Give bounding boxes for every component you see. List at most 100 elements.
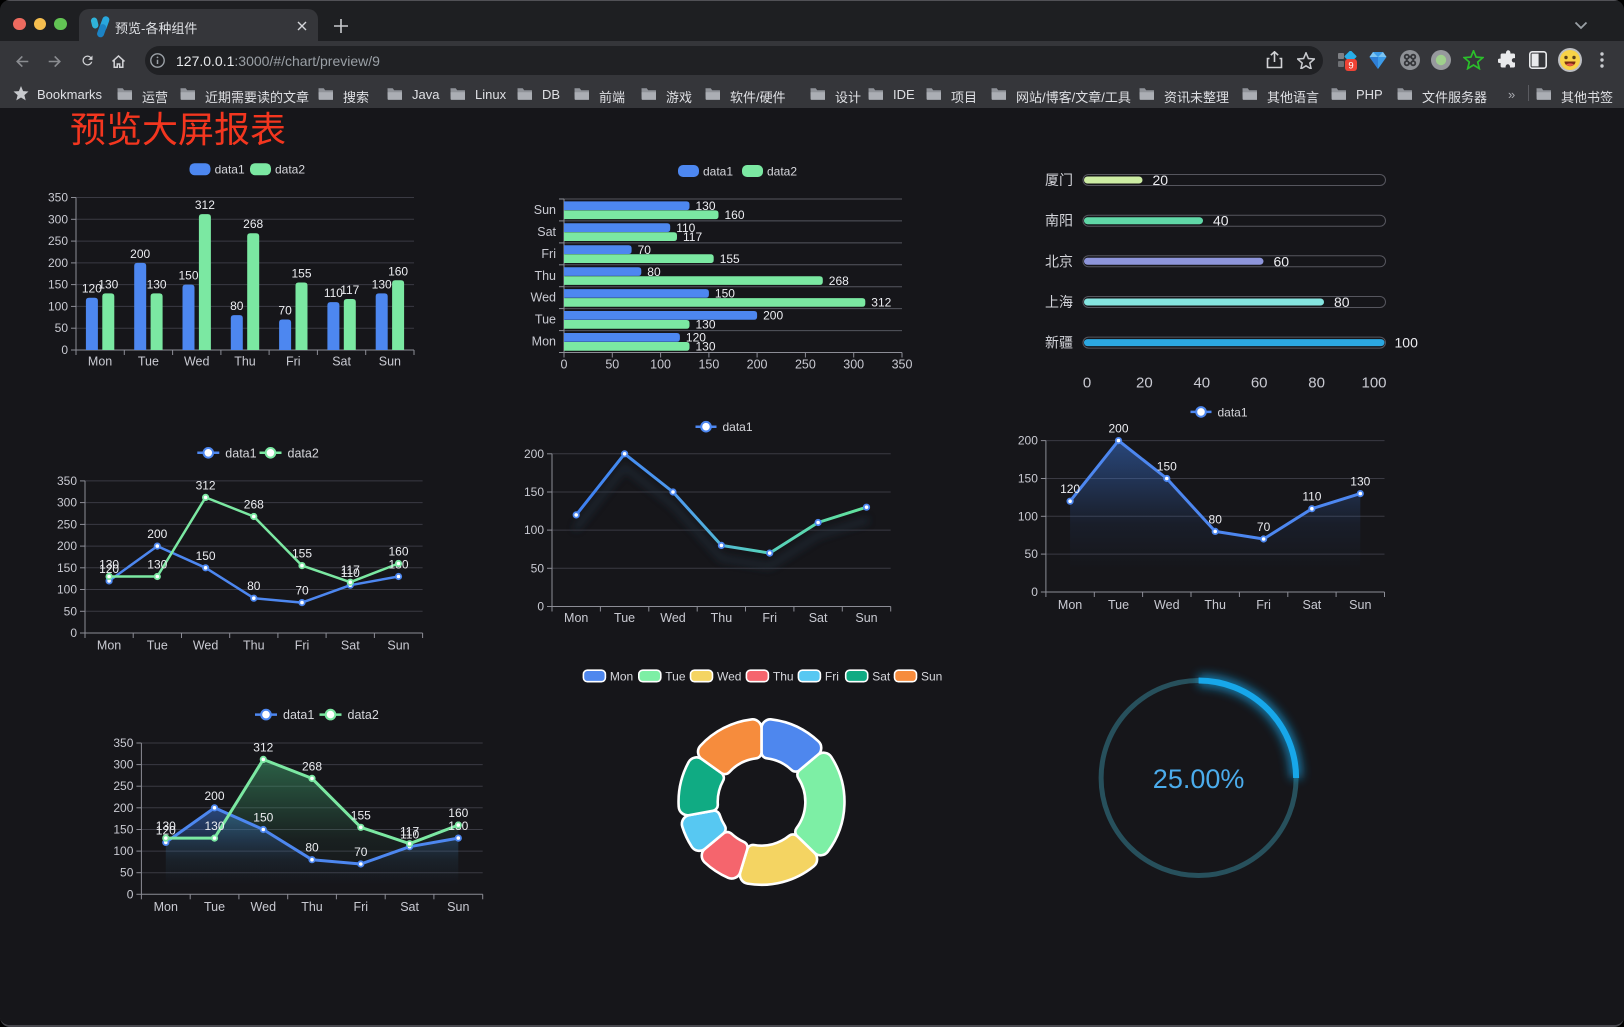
- svg-text:120: 120: [99, 562, 119, 576]
- svg-text:120: 120: [156, 823, 176, 837]
- svg-text:200: 200: [763, 309, 783, 323]
- svg-text:北京: 北京: [1045, 253, 1073, 269]
- svg-text:Tue: Tue: [138, 355, 159, 369]
- svg-text:Tue: Tue: [204, 900, 225, 914]
- svg-text:155: 155: [291, 267, 311, 281]
- svg-text:Tue: Tue: [614, 611, 635, 625]
- svg-text:Thu: Thu: [234, 355, 256, 369]
- svg-text:Mon: Mon: [610, 669, 633, 683]
- svg-text:Sat: Sat: [400, 900, 419, 914]
- svg-text:Mon: Mon: [532, 335, 556, 349]
- svg-text:data2: data2: [288, 446, 319, 460]
- svg-text:Sun: Sun: [379, 355, 401, 369]
- svg-text:9: 9: [1348, 61, 1353, 72]
- svg-text:Fri: Fri: [295, 639, 310, 653]
- svg-text:Thu: Thu: [773, 669, 794, 683]
- svg-text:312: 312: [195, 198, 215, 212]
- svg-text:150: 150: [196, 549, 216, 563]
- svg-text:150: 150: [48, 278, 68, 292]
- svg-text:80: 80: [305, 841, 319, 855]
- svg-text:268: 268: [302, 759, 322, 773]
- svg-text:100: 100: [1361, 374, 1386, 391]
- svg-text:150: 150: [524, 485, 544, 499]
- svg-text:0: 0: [1083, 374, 1091, 391]
- svg-text:Wed: Wed: [251, 900, 277, 914]
- svg-text:80: 80: [230, 299, 244, 313]
- svg-text:Tue: Tue: [1108, 598, 1129, 612]
- svg-text:Sun: Sun: [855, 611, 877, 625]
- svg-text:Wed: Wed: [531, 291, 557, 305]
- svg-text:新疆: 新疆: [1045, 335, 1073, 351]
- svg-text:150: 150: [113, 823, 133, 837]
- svg-text:200: 200: [147, 527, 167, 541]
- svg-text:Sat: Sat: [341, 639, 360, 653]
- svg-text:data1: data1: [723, 420, 753, 434]
- svg-text:130: 130: [204, 819, 224, 833]
- svg-text:Sat: Sat: [537, 225, 556, 239]
- svg-text:80: 80: [1308, 374, 1325, 391]
- svg-text:Wed: Wed: [717, 669, 741, 683]
- svg-text:350: 350: [113, 736, 133, 750]
- svg-text:110: 110: [324, 286, 343, 300]
- svg-text:130: 130: [99, 558, 119, 572]
- svg-text:50: 50: [120, 866, 134, 880]
- svg-text:Thu: Thu: [301, 900, 323, 914]
- svg-text:0: 0: [70, 626, 77, 640]
- svg-text:130: 130: [696, 199, 716, 213]
- svg-text:130: 130: [696, 318, 716, 332]
- svg-text:100: 100: [1395, 335, 1419, 351]
- svg-text:200: 200: [57, 539, 77, 553]
- svg-text:200: 200: [130, 247, 150, 261]
- svg-text:300: 300: [843, 358, 864, 372]
- svg-text:150: 150: [178, 269, 198, 283]
- svg-text:Fri: Fri: [354, 900, 369, 914]
- svg-text:0: 0: [537, 600, 544, 614]
- svg-text:40: 40: [1213, 213, 1229, 229]
- svg-text:Sun: Sun: [534, 203, 556, 217]
- svg-text:Mon: Mon: [154, 900, 178, 914]
- svg-text:155: 155: [292, 547, 312, 561]
- svg-text:268: 268: [243, 217, 263, 231]
- svg-text:60: 60: [1274, 253, 1290, 269]
- svg-text:25.00%: 25.00%: [1153, 764, 1245, 794]
- svg-text:312: 312: [196, 478, 216, 492]
- svg-text:Mon: Mon: [1058, 598, 1082, 612]
- svg-text:Tue: Tue: [535, 313, 556, 327]
- svg-text:80: 80: [1334, 294, 1350, 310]
- svg-text:150: 150: [1018, 472, 1038, 486]
- svg-text:150: 150: [1157, 460, 1177, 474]
- svg-text:200: 200: [48, 256, 68, 270]
- svg-text:250: 250: [57, 517, 77, 531]
- svg-text:100: 100: [57, 583, 77, 597]
- svg-text:0: 0: [127, 887, 134, 901]
- svg-text:Wed: Wed: [184, 355, 210, 369]
- svg-text:130: 130: [98, 277, 118, 291]
- svg-text:155: 155: [720, 252, 740, 266]
- svg-text:350: 350: [892, 358, 913, 372]
- svg-text:Wed: Wed: [1154, 598, 1180, 612]
- svg-text:250: 250: [48, 234, 68, 248]
- svg-text:117: 117: [683, 230, 702, 244]
- svg-text:300: 300: [113, 758, 133, 772]
- svg-text:80: 80: [1209, 512, 1223, 526]
- svg-text:50: 50: [1025, 547, 1039, 561]
- svg-text:120: 120: [82, 282, 102, 296]
- svg-text:150: 150: [715, 287, 735, 301]
- svg-text:Sun: Sun: [1349, 598, 1371, 612]
- svg-text:130: 130: [147, 558, 167, 572]
- svg-text:70: 70: [295, 584, 309, 598]
- svg-text:60: 60: [1251, 374, 1268, 391]
- svg-text:Sat: Sat: [872, 669, 891, 683]
- svg-text:Mon: Mon: [564, 611, 588, 625]
- svg-text:50: 50: [64, 604, 78, 618]
- svg-text:130: 130: [1350, 475, 1370, 489]
- svg-text:Thu: Thu: [534, 269, 556, 283]
- svg-text:Fri: Fri: [825, 669, 839, 683]
- svg-text:0: 0: [561, 358, 568, 372]
- svg-text:Sun: Sun: [387, 639, 409, 653]
- svg-text:268: 268: [829, 274, 849, 288]
- svg-text:100: 100: [524, 523, 544, 537]
- svg-text:Tue: Tue: [147, 639, 168, 653]
- svg-text:Fri: Fri: [286, 355, 301, 369]
- svg-text:100: 100: [113, 844, 133, 858]
